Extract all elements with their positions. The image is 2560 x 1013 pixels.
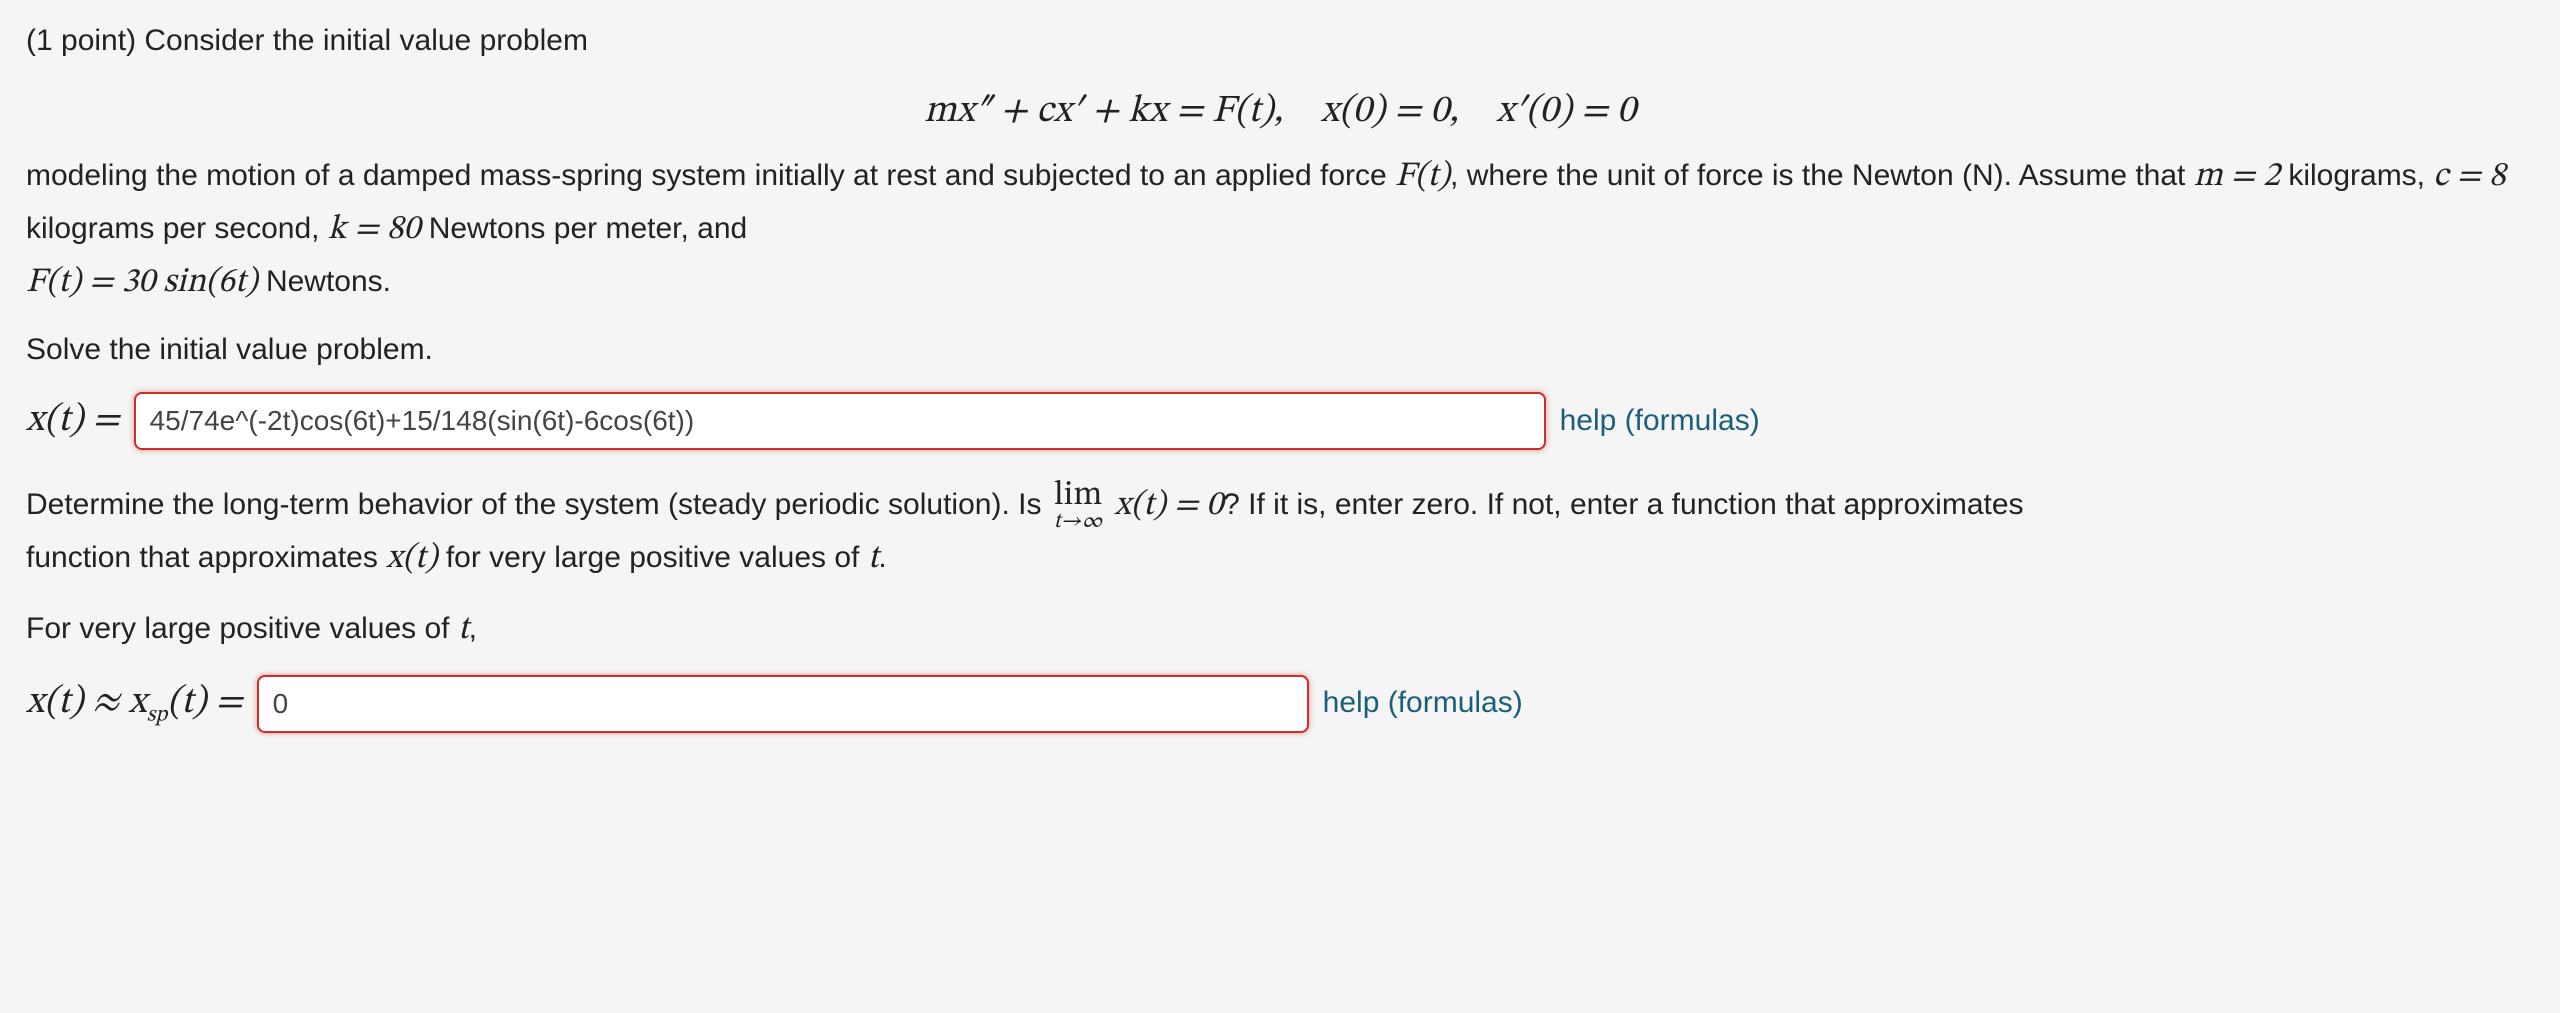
t-var-1: t [868,542,879,576]
force-symbol: F(t) [1395,160,1450,194]
c-unit: kilograms per second, [26,212,328,245]
m-unit: kilograms, [2280,159,2433,192]
x-of-t-equals: x(t) = [26,392,120,451]
limit-expression: limt→∞ [1054,479,1103,533]
xsp-equals: x(t) ≈ xsp(t) = [26,674,243,733]
large-t-prompt: For very large positive values of t, [26,604,2534,657]
m-value: m = 2 [2194,160,2280,194]
xsp-post: (t) = [167,684,242,722]
intro-line: (1 point) Consider the initial value pro… [26,18,2534,65]
limit-xt: x(t) = 0 [1107,489,1224,523]
k-value: k = 80 [328,213,421,247]
force-unit: Newtons. [258,265,391,298]
steady-state-prompt: Determine the long-term behavior of the … [26,479,2534,586]
solve-prompt: Solve the initial value problem. [26,327,2534,374]
ss-t3: for very large positive values of [438,541,868,574]
limit-bottom: t→∞ [1054,511,1103,533]
problem-container: (1 point) Consider the initial value pro… [0,0,2560,779]
c-value: c = 8 [2433,160,2505,194]
x-of-t-inline: x(t) [386,542,437,576]
desc-t2: , where the unit of force is the Newton … [1450,159,2194,192]
answer-row-1: x(t) = help (formulas) [26,392,2534,451]
steady-state-input[interactable] [257,675,1309,733]
displayed-equation: mx″ + cx′ + kx = F(t), x(0) = 0, x′(0) =… [26,83,2534,142]
limit-top: lim [1054,479,1103,513]
ss-t1: Determine the long-term behavior of the … [26,488,1050,521]
lt-t2: , [469,612,477,645]
points-label: (1 point) [26,24,144,57]
xsp-pre: x(t) ≈ x [26,684,147,722]
problem-description: modeling the motion of a damped mass-spr… [26,151,2534,309]
help-link-2[interactable]: help (formulas) [1323,680,1523,727]
intro-text: Consider the initial value problem [144,24,588,57]
solution-input[interactable] [134,392,1546,450]
force-definition: F(t) = 30 sin(6t) [26,266,258,300]
ss-t4: . [878,541,886,574]
lt-t1: For very large positive values of [26,612,458,645]
ivp-equation: mx″ + cx′ + kx = F(t), x(0) = 0, x′(0) =… [924,93,1636,131]
xsp-sub: sp [147,705,168,727]
answer-row-2: x(t) ≈ xsp(t) = help (formulas) [26,674,2534,733]
k-unit: Newtons per meter, and [420,212,747,245]
help-link-1[interactable]: help (formulas) [1560,398,1760,445]
desc-t1: modeling the motion of a damped mass-spr… [26,159,1395,192]
ss-t2c: function that approximates [26,541,386,574]
t-var-2: t [458,613,469,647]
ss-t2: ? If it is, enter zero. If not, enter a … [1223,488,2023,521]
